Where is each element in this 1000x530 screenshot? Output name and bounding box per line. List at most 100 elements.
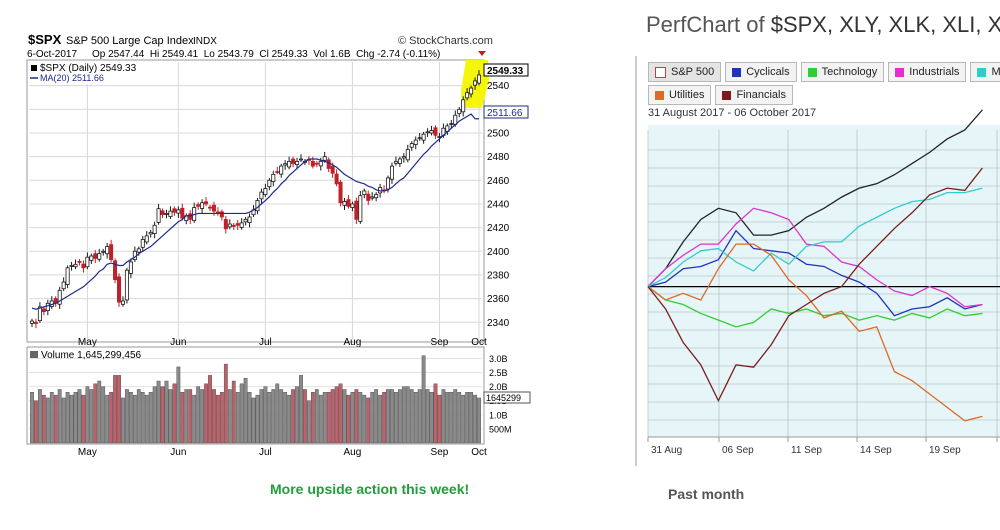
legend-item-utilities[interactable]: Utilities [648, 85, 712, 105]
candle-body [429, 130, 434, 134]
legend-label: S&P 500 [671, 66, 715, 78]
candle-body [45, 302, 50, 311]
volume-bar [477, 397, 481, 444]
volume-bar [322, 392, 327, 444]
candle-body [338, 181, 343, 204]
month-label: May [78, 337, 97, 348]
candle-body [85, 256, 90, 268]
candle-body [204, 201, 209, 205]
month-gridlines [86, 62, 480, 340]
volume-bar [172, 383, 177, 444]
volume-bar [188, 389, 193, 444]
volume-bar [409, 389, 414, 444]
month-label: Sep [431, 337, 449, 348]
candle-body [113, 260, 118, 281]
candle-body [208, 206, 213, 209]
candle-body [433, 127, 438, 136]
candle-body [449, 123, 454, 125]
candle-body [287, 160, 292, 168]
legend-item-s-p-500[interactable]: S&P 500 [648, 62, 722, 82]
volume-bar [334, 386, 339, 444]
volume-bar [346, 394, 351, 444]
candle-body [275, 171, 280, 173]
candle-body [389, 165, 394, 180]
legend-swatch [722, 90, 732, 100]
volume-bar [140, 392, 145, 444]
volume-tick-label: 500M [489, 424, 512, 434]
candle-body [156, 208, 161, 223]
legend-item-materials[interactable]: Materials [970, 62, 1000, 82]
price-tick-label: 2540 [487, 81, 510, 92]
volume-bar [358, 392, 363, 444]
volume-bar [156, 380, 161, 444]
month-label: Jun [170, 447, 186, 458]
candle-body [188, 213, 193, 220]
candle-body [362, 190, 367, 196]
perfchart-period-label: Past month [668, 486, 745, 502]
volume-bar [386, 389, 390, 444]
volume-bar [382, 392, 386, 444]
candle-body [330, 165, 335, 174]
candle-body [425, 131, 430, 134]
month-label: Jul [259, 337, 272, 348]
candle-body [476, 74, 481, 84]
volume-bar [433, 383, 438, 444]
candle-body [310, 161, 315, 167]
candle-body [386, 177, 391, 190]
candle-body [164, 213, 169, 215]
volume-bar [208, 375, 212, 444]
volume-bar [390, 389, 394, 444]
volume-bar [125, 389, 129, 444]
volume-tick-label: 1.0B [489, 410, 508, 420]
candle-body [69, 265, 74, 267]
candle-body [247, 216, 252, 223]
volume-bar [105, 394, 110, 444]
volume-bar [117, 375, 121, 444]
candle-body [370, 196, 375, 199]
volume-bar [283, 392, 288, 444]
volume-bar [421, 355, 426, 444]
volume-bar [152, 386, 157, 444]
legend-item-financials[interactable]: Financials [715, 85, 793, 105]
volume-bar [93, 383, 98, 444]
volume-icon [30, 351, 38, 358]
volume-bar [398, 389, 402, 444]
candle-body [227, 223, 232, 228]
chart-date: 6-Oct-2017 [27, 49, 77, 60]
volume-bar [168, 389, 173, 444]
candle-body [136, 248, 141, 253]
candle-body [354, 200, 359, 220]
legend-item-industrials[interactable]: Industrials [888, 62, 967, 82]
legend-ma20: MA(20) 2511.66 [40, 73, 104, 83]
volume-bar [85, 386, 90, 444]
candle-body [200, 202, 205, 209]
volume-value-box [483, 391, 531, 404]
volume-bar [291, 389, 295, 444]
candle-body [326, 159, 331, 169]
volume-bar [69, 394, 74, 444]
ma-price-label: 2511.66 [487, 108, 523, 119]
candle-body [124, 269, 129, 301]
volume-bar [413, 392, 418, 444]
volume-bar [101, 386, 106, 444]
chart-index-name: S&P 500 Large Cap Index [66, 35, 194, 47]
volume-bar [136, 389, 141, 444]
candle-body [223, 219, 228, 230]
legend-item-cyclicals[interactable]: Cyclicals [725, 62, 797, 82]
volume-bar [279, 389, 284, 444]
candle-body [393, 160, 398, 164]
candle-body [465, 92, 470, 99]
volume-bar [109, 392, 113, 444]
price-tick-label: 2500 [487, 128, 510, 139]
price-tick-label: 2380 [487, 270, 510, 281]
candle-body [409, 143, 414, 148]
volume-bar [216, 394, 220, 444]
volume-bar [318, 394, 323, 444]
price-tick-label: 2440 [487, 199, 510, 210]
legend-swatch [807, 67, 817, 77]
candle-body [81, 263, 86, 269]
volume-bar [180, 392, 185, 444]
candle-body [219, 211, 224, 218]
legend-item-technology[interactable]: Technology [800, 62, 885, 82]
volume-bar [310, 392, 315, 444]
